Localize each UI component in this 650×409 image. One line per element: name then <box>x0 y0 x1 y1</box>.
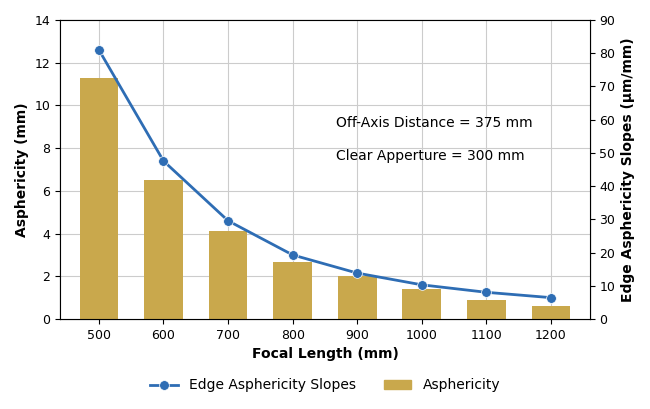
Edge Asphericity Slopes <box>418 282 426 287</box>
Y-axis label: Asphericity (mm): Asphericity (mm) <box>15 102 29 237</box>
Line: Edge Asphericity Slopes: Edge Asphericity Slopes <box>94 45 556 303</box>
Legend: Edge Asphericity Slopes, Asphericity: Edge Asphericity Slopes, Asphericity <box>144 373 506 398</box>
Edge Asphericity Slopes <box>95 47 103 52</box>
Bar <box>209 231 248 319</box>
Bar <box>79 78 118 319</box>
Edge Asphericity Slopes <box>289 252 296 257</box>
Edge Asphericity Slopes <box>482 290 490 295</box>
Bar <box>338 276 376 319</box>
Edge Asphericity Slopes <box>354 271 361 276</box>
Bar <box>144 180 183 319</box>
X-axis label: Focal Length (mm): Focal Length (mm) <box>252 347 398 361</box>
Bar <box>467 300 506 319</box>
Bar <box>532 306 570 319</box>
Edge Asphericity Slopes <box>224 218 232 223</box>
Bar <box>273 263 312 319</box>
Y-axis label: Edge Asphericity Slopes (μm/mm): Edge Asphericity Slopes (μm/mm) <box>621 37 635 302</box>
Bar <box>402 289 441 319</box>
Edge Asphericity Slopes <box>547 295 555 300</box>
Text: Off-Axis Distance = 375 mm

Clear Apperture = 300 mm: Off-Axis Distance = 375 mm Clear Appertu… <box>335 117 532 163</box>
Edge Asphericity Slopes <box>160 159 168 164</box>
